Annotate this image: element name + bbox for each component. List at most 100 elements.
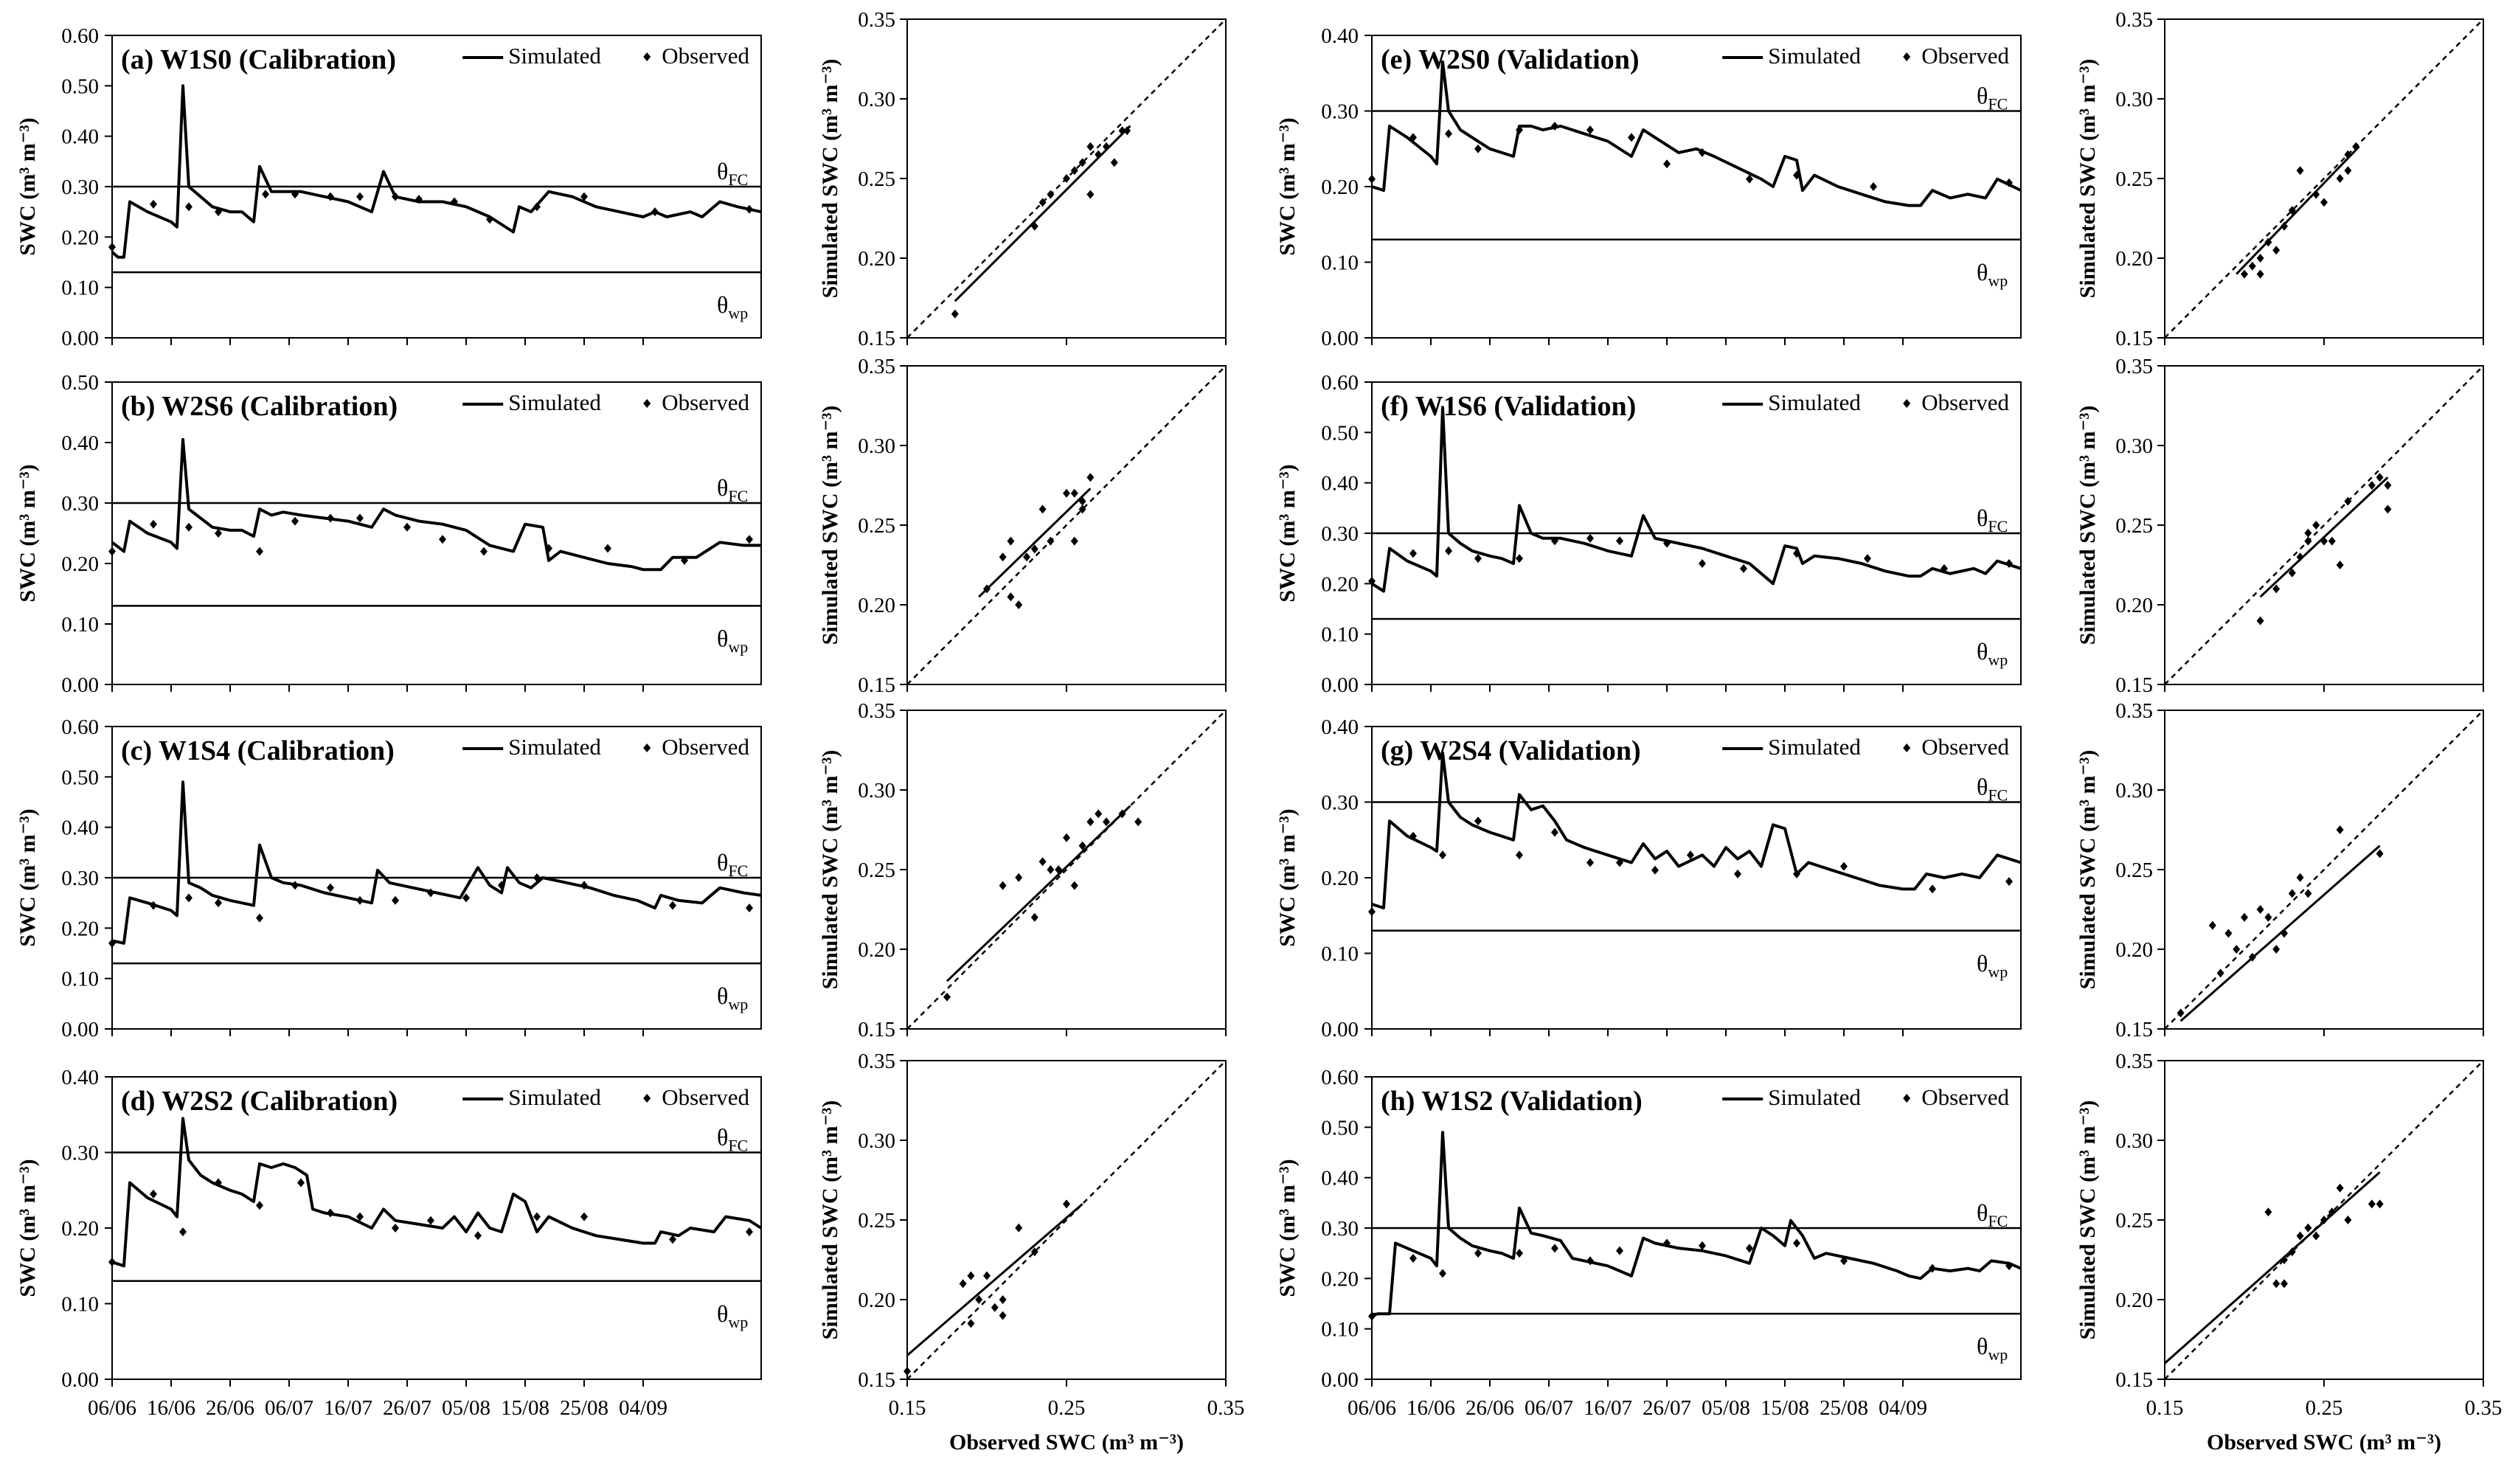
observed-point xyxy=(150,1189,157,1199)
scatter-point xyxy=(983,584,991,594)
observed-point xyxy=(1516,554,1523,564)
legend-observed-label: Observed xyxy=(662,734,749,760)
observed-point xyxy=(185,202,193,212)
observed-point xyxy=(327,513,334,523)
observed-point xyxy=(651,207,659,217)
observed-point xyxy=(1368,576,1376,586)
scatter-point xyxy=(2256,905,2264,914)
scatter-y-tick-label: 0.35 xyxy=(858,355,895,378)
x-tick-label: 16/07 xyxy=(324,1396,372,1420)
scatter-point xyxy=(2288,889,2296,898)
observed-point xyxy=(1793,1238,1800,1248)
theta-fc-label: θFC xyxy=(1977,505,2008,535)
x-tick-label: 16/06 xyxy=(1407,1396,1455,1420)
scatter-point xyxy=(959,1279,967,1289)
scatter-y-axis-title: Simulated SWC (m³ m⁻³) xyxy=(818,406,842,645)
y-tick-label: 0.30 xyxy=(61,492,99,516)
y-axis-title: SWC (m³ m⁻³) xyxy=(1275,808,1300,946)
legend-observed-marker xyxy=(1903,52,1911,61)
scatter-x-tick-label: 0.35 xyxy=(2465,1396,2503,1420)
scatter-y-tick-label: 0.25 xyxy=(2115,514,2153,538)
observed-point xyxy=(291,190,299,199)
one-to-one-line xyxy=(906,1060,1227,1380)
observed-point xyxy=(256,1201,263,1210)
legend-observed-label: Observed xyxy=(1921,1084,2009,1110)
observed-point xyxy=(185,893,193,903)
y-tick-label: 0.40 xyxy=(1321,472,1359,496)
theta-fc-subscript: FC xyxy=(1988,1212,2008,1230)
panel-title: (f) W1S6 (Validation) xyxy=(1381,391,1636,422)
scatter-y-tick-label: 0.30 xyxy=(2115,434,2153,458)
legend-observed-label: Observed xyxy=(1921,389,2009,415)
observed-point xyxy=(1516,1249,1523,1258)
scatter-point xyxy=(2368,481,2376,490)
scatter-point xyxy=(1134,817,1142,827)
y-tick-label: 0.60 xyxy=(1321,1066,1359,1089)
regression-line xyxy=(906,1203,1083,1356)
scatter-point xyxy=(2304,536,2312,546)
scatter-point xyxy=(1086,817,1095,827)
scatter-point xyxy=(2241,269,2248,279)
scatter-y-tick-label: 0.20 xyxy=(858,1289,895,1312)
legend-observed-marker xyxy=(643,743,651,752)
y-axis-title: SWC (m³ m⁻³) xyxy=(15,1159,40,1297)
x-tick-label: 25/08 xyxy=(560,1396,608,1420)
observed-point xyxy=(1551,1244,1558,1253)
x-tick-label: 06/06 xyxy=(88,1396,136,1420)
scatter-point xyxy=(2288,568,2296,578)
observed-point xyxy=(108,938,116,948)
legend-simulated-label: Simulated xyxy=(1768,389,1861,415)
observed-point xyxy=(262,190,269,199)
y-tick-label: 0.00 xyxy=(1321,1018,1359,1041)
theta-fc-label: θFC xyxy=(717,158,748,189)
scatter-point xyxy=(1047,536,1055,546)
scatter-point xyxy=(1086,142,1095,151)
observed-point xyxy=(108,547,116,556)
observed-point xyxy=(215,1178,222,1187)
observed-point xyxy=(1663,159,1671,169)
y-axis-title: SWC (m³ m⁻³) xyxy=(15,808,40,946)
scatter-point xyxy=(2248,261,2256,271)
scatter-point xyxy=(2288,206,2296,215)
observed-point xyxy=(327,192,334,201)
theta-wp-label: θwp xyxy=(717,1300,748,1331)
scatter-point xyxy=(2216,968,2224,978)
legend-simulated-label: Simulated xyxy=(508,734,601,760)
y-tick-label: 0.10 xyxy=(61,613,99,637)
x-tick-label: 04/09 xyxy=(1879,1396,1927,1420)
observed-point xyxy=(1663,1238,1671,1248)
observed-point xyxy=(746,1227,753,1237)
observed-point xyxy=(291,516,299,526)
theta-wp-label: θwp xyxy=(717,291,748,322)
theta-fc-label: θFC xyxy=(1977,774,2008,805)
observed-point xyxy=(1409,1254,1417,1263)
panel-e: 0.00 0.10 0.20 0.30 0.40 SWC (m³ m⁻³) θFC θwp (e… xyxy=(1275,24,2022,350)
observed-point xyxy=(1628,133,1635,142)
y-tick-label: 0.40 xyxy=(61,431,99,455)
scatter-point xyxy=(2320,198,2328,207)
observed-point xyxy=(1699,148,1706,157)
scatter-point xyxy=(2281,1279,2288,1289)
y-axis-title: SWC (m³ m⁻³) xyxy=(15,464,40,602)
scatter-point xyxy=(1086,473,1095,482)
scatter-point xyxy=(1070,488,1078,498)
theta-fc-label: θFC xyxy=(1977,1199,2008,1230)
scatter-point xyxy=(2344,496,2352,506)
observed-point xyxy=(474,1231,482,1241)
panel-title: (d) W2S2 (Calibration) xyxy=(121,1086,398,1117)
scatter-point xyxy=(2328,536,2336,546)
scatter-y-tick-label: 0.35 xyxy=(2115,355,2153,378)
observed-point xyxy=(1586,125,1594,135)
y-tick-label: 0.20 xyxy=(61,226,99,249)
scatter-point xyxy=(1123,126,1131,136)
observed-point xyxy=(604,544,611,553)
observed-point xyxy=(356,895,364,905)
observed-point xyxy=(1368,907,1376,917)
simulated-series-line xyxy=(111,780,762,945)
regression-line xyxy=(2236,145,2360,275)
y-tick-label: 0.30 xyxy=(61,176,99,199)
panel-b: 0.00 0.10 0.20 0.30 0.40 0.50 SWC (m³ m⁻³) θFC θ… xyxy=(15,371,762,697)
legend-observed-label: Observed xyxy=(662,43,749,69)
observed-point xyxy=(746,204,753,214)
